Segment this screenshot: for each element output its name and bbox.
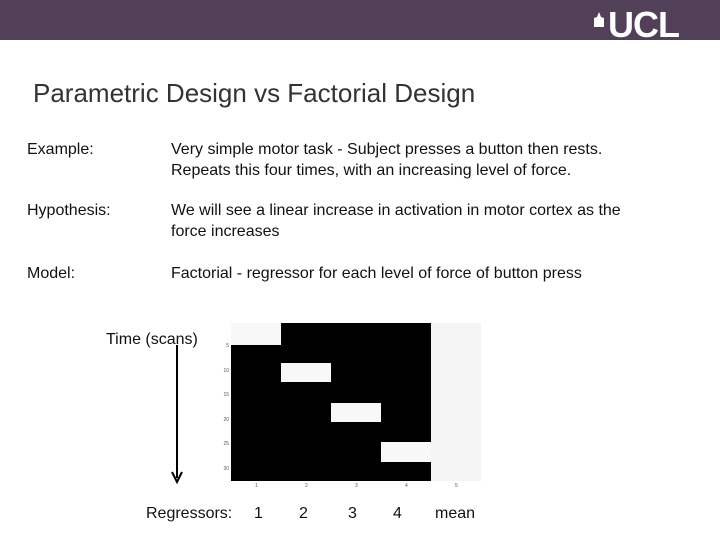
row-label: Model: (27, 265, 76, 282)
regressors-label: Regressors: (146, 505, 233, 522)
row-text: We will see a linear increase in activat… (171, 202, 621, 219)
regressor-label: mean (435, 505, 476, 522)
matrix-y-tick: 20 (223, 416, 229, 423)
matrix-y-tick: 25 (223, 441, 229, 447)
row-text: Factorial - regressor for each level of … (171, 265, 582, 282)
matrix-y-tick: 5 (226, 343, 229, 349)
matrix-x-tick: 5 (455, 483, 458, 489)
matrix-y-tick: 10 (223, 367, 229, 374)
row-label: Hypothesis: (27, 202, 111, 219)
matrix-y-tick: 30 (223, 465, 229, 472)
matrix-x-tick: 4 (405, 483, 408, 489)
time-label: Time (scans) (106, 331, 198, 348)
row-text: force increases (171, 223, 280, 240)
regressor-label: 3 (348, 505, 357, 522)
design-matrix (231, 323, 481, 481)
matrix-y-tick: 15 (223, 392, 229, 398)
time-arrow (171, 345, 183, 485)
regressor-label: 1 (254, 505, 263, 522)
matrix-x-tick: 3 (355, 483, 358, 489)
regressor-label: 2 (299, 505, 308, 522)
matrix-x-tick: 1 (255, 483, 258, 489)
matrix-x-tick: 2 (305, 483, 308, 489)
row-label: Example: (27, 141, 94, 158)
slide-title: Parametric Design vs Factorial Design (33, 78, 476, 108)
regressor-label: 4 (393, 505, 402, 522)
logo-icon (594, 12, 604, 27)
row-text: Repeats this four times, with an increas… (171, 162, 572, 179)
logo: UCL (608, 4, 680, 45)
row-text: Very simple motor task - Subject presses… (171, 141, 603, 158)
